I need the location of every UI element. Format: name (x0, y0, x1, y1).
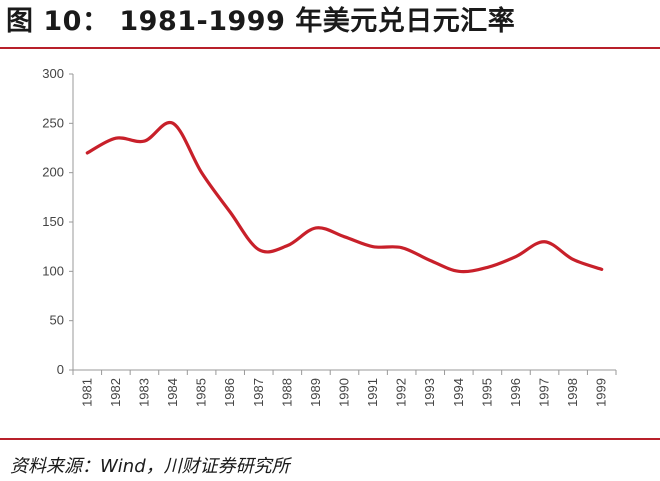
x-tick-label: 1981 (79, 378, 94, 407)
source-note: 资料来源：Wind，川财证券研究所 (10, 456, 290, 477)
data-point (457, 270, 461, 273)
x-tick-label: 1999 (594, 378, 609, 407)
data-point (257, 248, 260, 251)
data-point (228, 210, 232, 214)
x-tick-label: 1982 (108, 378, 123, 407)
x-tick-label: 1994 (451, 378, 466, 407)
y-tick-label: 150 (42, 214, 64, 229)
series-line (85, 120, 604, 274)
x-tick-label: 1995 (479, 378, 494, 407)
x-tick-label: 1983 (136, 378, 151, 407)
data-point (600, 268, 603, 271)
data-point (286, 244, 289, 247)
data-point (343, 235, 346, 238)
title-divider (0, 47, 660, 49)
x-tick-label: 1990 (337, 378, 352, 407)
data-point (143, 139, 146, 143)
y-tick-label: 250 (42, 115, 64, 130)
x-axis: 1981 1982 1983 1984 1985 1986 1987 1988 1989 1990… (72, 369, 617, 407)
data-point (171, 122, 175, 125)
data-point (543, 240, 546, 243)
x-tick-label: 1993 (422, 378, 437, 407)
y-tick-label: 200 (42, 165, 64, 180)
x-tick-label: 1988 (279, 378, 294, 407)
data-point (371, 245, 375, 248)
x-tick-label: 1998 (565, 378, 580, 407)
x-tick-label: 1984 (165, 378, 180, 407)
y-tick-label: 0 (57, 362, 64, 377)
y-tick-label: 300 (42, 66, 64, 81)
y-tick-label: 100 (42, 263, 64, 278)
footer-divider (0, 438, 660, 440)
x-tick-label: 1987 (251, 378, 266, 407)
data-point (314, 226, 318, 230)
y-axis: 0 50 100 150 200 250 300 (42, 66, 74, 377)
x-tick-label: 1997 (537, 378, 552, 407)
x-tick-label: 1986 (222, 378, 237, 407)
data-point (114, 136, 118, 140)
data-point (514, 255, 518, 258)
x-tick-label: 1991 (365, 378, 380, 407)
x-tick-label: 1996 (508, 378, 523, 407)
data-point (571, 258, 575, 261)
chart-title: 图 10： 1981-1999 年美元兑日元汇率 (6, 6, 516, 37)
y-tick-label: 50 (50, 313, 64, 328)
x-tick-label: 1992 (394, 378, 409, 407)
x-tick-label: 1989 (308, 378, 323, 407)
series-layer (85, 120, 604, 274)
data-point (400, 246, 403, 249)
data-point (486, 266, 489, 269)
data-point (429, 259, 432, 262)
data-point (200, 171, 203, 174)
data-point (86, 151, 89, 155)
x-tick-label: 1985 (194, 378, 209, 407)
